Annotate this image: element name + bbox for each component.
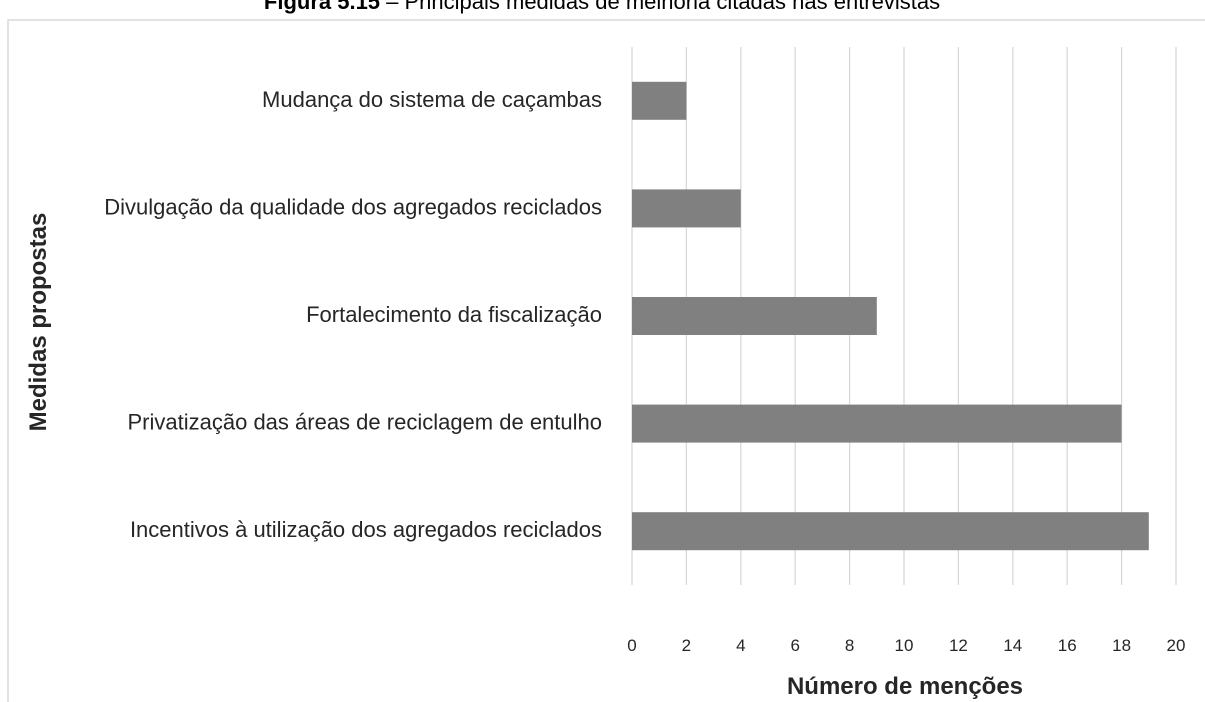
chart-title: Figura 5.15 – Principais medidas de melh… — [264, 0, 940, 14]
x-axis-title: Número de menções — [787, 673, 1023, 700]
label-line: Mudança do sistema de caçambas — [262, 87, 602, 112]
x-tick-label: 18 — [1112, 636, 1131, 655]
x-tick-label: 8 — [845, 636, 854, 655]
label-line: Privatização das áreas de reciclagem de … — [128, 409, 603, 434]
label-line: Divulgação da qualidade dos agregados re… — [104, 194, 602, 219]
y-axis-title: Medidas propostas — [25, 213, 52, 432]
bar — [632, 512, 1149, 551]
label-line: Fortalecimento da fiscalização — [306, 302, 602, 327]
y-tick-label: Divulgação da qualidade dos agregados re… — [104, 194, 602, 219]
x-tick-label: 16 — [1058, 636, 1077, 655]
bar — [632, 297, 877, 335]
y-tick-label: Fortalecimento da fiscalização — [306, 302, 602, 327]
x-tick-label: 14 — [1003, 636, 1022, 655]
y-tick-label: Privatização das áreas de reciclagem de … — [128, 409, 603, 434]
figure-label: Figura 5.15 — [264, 0, 380, 14]
x-tick-label: 10 — [895, 636, 914, 655]
bar — [632, 404, 1122, 443]
x-tick-label: 12 — [949, 636, 968, 655]
title-text: – Principais medidas de melhoria citadas… — [380, 0, 940, 14]
x-tick-label: 2 — [682, 636, 691, 655]
x-tick-label: 4 — [736, 636, 745, 655]
label-line: Incentivos à utilização dos agregados re… — [130, 517, 602, 542]
y-tick-label: Mudança do sistema de caçambas — [262, 87, 602, 112]
y-tick-label: Incentivos à utilização dos agregados re… — [130, 517, 602, 542]
bar — [632, 81, 687, 120]
chart-border — [7, 19, 1205, 702]
bar — [632, 189, 741, 228]
x-tick-label: 6 — [790, 636, 799, 655]
x-tick-label: 0 — [627, 636, 636, 655]
x-tick-label: 20 — [1167, 636, 1186, 655]
